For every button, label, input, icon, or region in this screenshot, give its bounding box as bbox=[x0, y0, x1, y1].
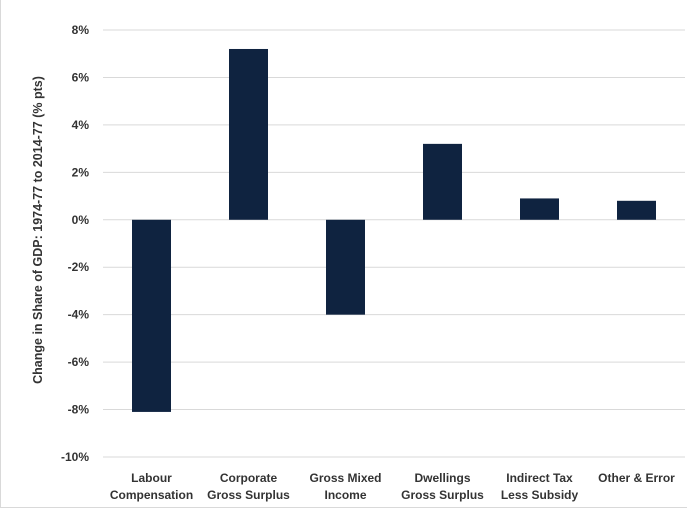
x-category-label: Corporate Gross Surplus bbox=[207, 471, 290, 502]
bar bbox=[326, 219, 365, 315]
y-tick-label: 8% bbox=[72, 23, 90, 37]
y-tick-label: 6% bbox=[72, 70, 90, 84]
y-tick-label: 0% bbox=[72, 213, 90, 227]
bar bbox=[132, 219, 171, 412]
x-category-label: Labour Compensation bbox=[110, 471, 193, 502]
y-tick-label: 4% bbox=[72, 118, 90, 132]
bars bbox=[132, 48, 656, 412]
bar bbox=[229, 48, 268, 220]
y-tick-label: -4% bbox=[68, 308, 90, 322]
x-axis-categories: Labour Compensation Corporate Gross Surplus… bbox=[110, 471, 675, 502]
y-tick-label: -2% bbox=[68, 260, 90, 274]
y-axis-ticks: 8% 6% 4% 2% 0% -2% -4% -6% -8% -10% bbox=[61, 23, 89, 464]
bar bbox=[617, 200, 656, 220]
y-tick-label: -10% bbox=[61, 450, 89, 464]
bar bbox=[520, 198, 559, 220]
x-category-label: Dwellings Gross Surplus bbox=[401, 471, 484, 502]
y-tick-label: -6% bbox=[68, 355, 90, 369]
y-tick-label: -8% bbox=[68, 403, 90, 417]
x-category-label: Other & Error bbox=[598, 471, 675, 485]
x-category-label: Gross Mixed Income bbox=[309, 471, 381, 502]
gridlines bbox=[103, 29, 685, 458]
bar bbox=[423, 143, 462, 220]
x-category-label: Indirect Tax Less Subsidy bbox=[501, 471, 579, 502]
y-tick-label: 2% bbox=[72, 165, 90, 179]
y-axis-title: Change in Share of GDP: 1974-77 to 2014-… bbox=[31, 76, 45, 384]
